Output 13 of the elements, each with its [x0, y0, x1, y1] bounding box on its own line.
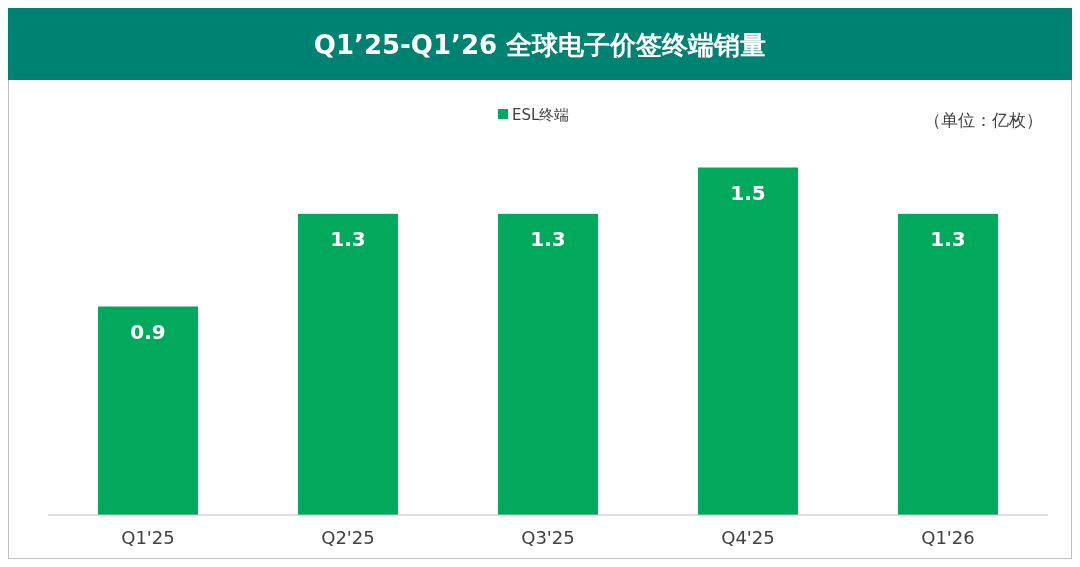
data-label: 1.5	[730, 180, 766, 205]
data-label: 0.9	[130, 319, 166, 344]
x-tick-label: Q2'25	[321, 527, 375, 548]
x-tick-label: Q1'25	[121, 527, 175, 548]
x-tick-label: Q1'26	[921, 527, 975, 548]
x-tick-label: Q4'25	[721, 527, 775, 548]
text: （单位：亿枚）	[924, 110, 1043, 130]
data-label: 1.3	[930, 226, 966, 251]
x-tick-label: Q3'25	[521, 527, 575, 548]
chart-title: Q1’25-Q1’26 全球电子价签终端销量	[313, 30, 767, 60]
legend-label: ESL终端	[512, 106, 570, 124]
data-label: 1.3	[330, 226, 366, 251]
data-label: 1.3	[530, 226, 566, 251]
